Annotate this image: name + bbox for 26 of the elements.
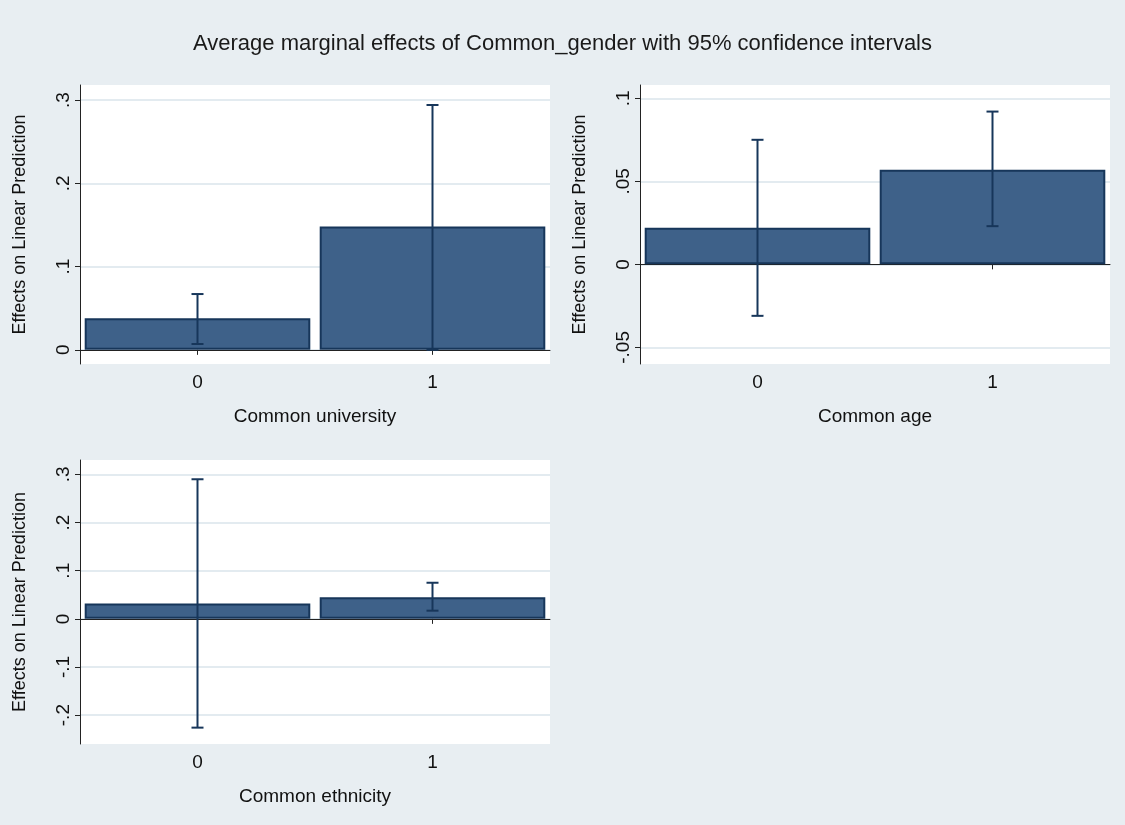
x-tick-label: 0 [192,371,203,392]
y-axis-title: Effects on Linear Prediction [569,114,589,335]
x-tick-label: 0 [752,371,763,392]
x-tick-label: 1 [987,371,998,392]
y-tick-label: .05 [612,168,633,195]
x-tick-label: 1 [427,751,438,772]
y-tick-label: 0 [52,344,73,356]
x-tick-label: 1 [427,371,438,392]
y-tick-label: .3 [52,92,73,108]
y-tick-label: -.1 [52,655,73,679]
y-tick-label: -.2 [52,704,73,727]
y-tick-label: 0 [52,613,73,625]
x-axis-title: Common age [817,405,933,426]
y-tick-label: .2 [52,514,73,531]
chart-title: Average marginal effects of Common_gender with 95% confidence intervals [191,30,933,56]
x-axis-title: Common university [233,405,397,426]
y-tick-label: .1 [612,90,633,107]
y-axis-title: Effects on Linear Prediction [9,114,29,335]
y-axis-title: Effects on Linear Prediction [9,492,29,712]
y-tick-label: .1 [52,562,73,579]
y-tick-label: -.05 [612,331,633,364]
y-tick-label: .1 [52,258,73,275]
x-axis-title: Common ethnicity [238,785,392,806]
y-tick-label: .2 [52,175,73,192]
y-tick-label: 0 [612,259,633,270]
y-tick-label: .3 [52,466,73,483]
